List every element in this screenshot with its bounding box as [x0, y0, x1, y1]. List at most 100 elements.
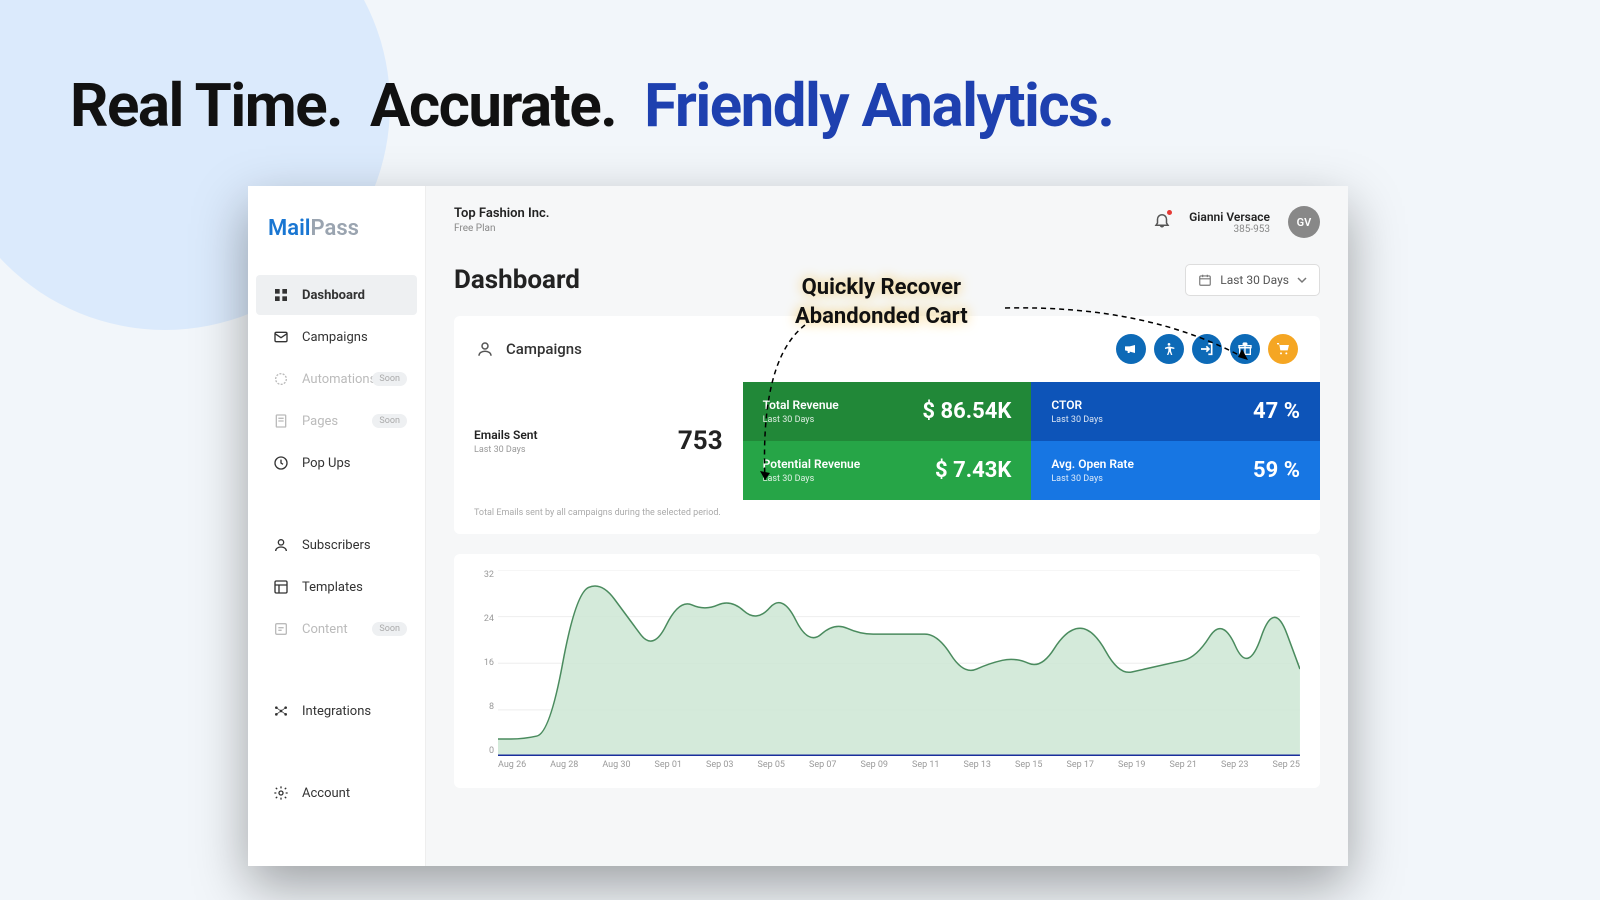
x-tick: Sep 23	[1221, 760, 1249, 780]
user-avatar[interactable]: GV	[1288, 206, 1320, 238]
x-tick: Aug 26	[498, 760, 526, 780]
metric-sub: Last 30 Days	[1051, 415, 1103, 425]
metric-sub: Last 30 Days	[763, 415, 839, 425]
action-cart-button[interactable]	[1268, 334, 1298, 364]
nav-label: Campaigns	[302, 330, 368, 345]
metric-sub: Last 30 Days	[1051, 474, 1134, 484]
hub-icon	[272, 702, 290, 720]
metric-ctor: CTOR Last 30 Days 47 %	[1031, 382, 1320, 441]
page-icon	[272, 412, 290, 430]
x-tick: Sep 25	[1272, 760, 1300, 780]
x-tick: Sep 09	[860, 760, 888, 780]
sidebar-item-subscribers[interactable]: Subscribers	[256, 525, 417, 565]
metric-value: 47 %	[1253, 399, 1300, 424]
soon-badge: Soon	[372, 414, 407, 428]
metric-total-revenue: Total Revenue Last 30 Days $ 86.54K	[743, 382, 1032, 441]
content-icon	[272, 620, 290, 638]
metric-label: Avg. Open Rate	[1051, 457, 1134, 471]
x-tick: Sep 07	[809, 760, 837, 780]
sidebar-item-account[interactable]: Account	[256, 773, 417, 813]
action-exit-button[interactable]	[1192, 334, 1222, 364]
nav-label: Pages	[302, 414, 338, 429]
company-name: Top Fashion Inc.	[454, 206, 549, 221]
chart-card: 32241680 Aug 26Aug 28Aug 30Sep 01Sep 03S…	[454, 554, 1320, 788]
x-tick: Sep 13	[963, 760, 991, 780]
person-icon	[272, 536, 290, 554]
notifications-button[interactable]	[1153, 211, 1171, 233]
clock-icon	[272, 454, 290, 472]
x-tick: Aug 30	[602, 760, 630, 780]
date-range-picker[interactable]: Last 30 Days	[1185, 264, 1320, 296]
sidebar-item-dashboard[interactable]: Dashboard	[256, 275, 417, 315]
plan-label: Free Plan	[454, 223, 549, 234]
user-text: Gianni Versace 385-953	[1189, 210, 1270, 235]
marketing-headline: Real Time. Accurate. Friendly Analytics.	[70, 70, 1550, 141]
nav-group-data: Subscribers Templates ContentSoon	[248, 523, 425, 651]
metrics-footnote: Total Emails sent by all campaigns durin…	[454, 500, 743, 534]
x-tick: Sep 17	[1066, 760, 1094, 780]
nav-label: Content	[302, 622, 348, 637]
sidebar-item-templates[interactable]: Templates	[256, 567, 417, 607]
user-id: 385-953	[1189, 224, 1270, 235]
logo-mail: Mail	[268, 216, 311, 241]
metric-potential-revenue: Potential Revenue Last 30 Days $ 7.43K	[743, 441, 1032, 500]
metric-value: $ 86.54K	[922, 399, 1011, 424]
metric-sub: Last 30 Days	[474, 445, 538, 455]
campaigns-title: Campaigns	[506, 340, 582, 358]
metric-label: CTOR	[1051, 398, 1103, 412]
headline-part2: Accurate.	[370, 70, 616, 141]
soon-badge: Soon	[372, 372, 407, 386]
metric-value: $ 7.43K	[935, 458, 1011, 483]
action-accessibility-button[interactable]	[1154, 334, 1184, 364]
sidebar-item-campaigns[interactable]: Campaigns	[256, 317, 417, 357]
campaigns-title-wrap: Campaigns	[476, 340, 582, 358]
nav-label: Automations	[302, 372, 376, 387]
nav-label: Account	[302, 786, 350, 801]
sidebar-item-content: ContentSoon	[256, 609, 417, 649]
nav-label: Pop Ups	[302, 456, 351, 471]
person-icon	[476, 340, 494, 358]
company-info: Top Fashion Inc. Free Plan	[454, 206, 549, 234]
auto-icon	[272, 370, 290, 388]
y-tick: 24	[474, 614, 494, 624]
x-tick: Aug 28	[550, 760, 578, 780]
nav-label: Templates	[302, 580, 363, 595]
callout-line1: Quickly Recover	[795, 274, 968, 303]
date-range-label: Last 30 Days	[1220, 273, 1289, 287]
sidebar-item-integrations[interactable]: Integrations	[256, 691, 417, 731]
metrics-row: Emails Sent Last 30 Days 753 Total Reven…	[454, 382, 1320, 534]
action-megaphone-button[interactable]	[1116, 334, 1146, 364]
user-area: Gianni Versace 385-953 GV	[1153, 206, 1320, 238]
nav-label: Dashboard	[302, 288, 365, 303]
metric-label: Total Revenue	[763, 398, 839, 412]
metric-emails-sent: Emails Sent Last 30 Days 753	[454, 382, 743, 500]
chart-area: 32241680 Aug 26Aug 28Aug 30Sep 01Sep 03S…	[474, 570, 1300, 780]
headline-part1: Real Time.	[70, 70, 342, 141]
x-tick: Sep 11	[912, 760, 940, 780]
logo-pass: Pass	[311, 216, 359, 241]
logo[interactable]: MailPass	[248, 204, 425, 263]
callout-text: Quickly Recover Abandonded Cart	[795, 274, 968, 331]
y-tick: 16	[474, 658, 494, 668]
y-tick: 8	[474, 702, 494, 712]
nav-group-main: DashboardCampaignsAutomationsSoonPagesSo…	[248, 273, 425, 485]
template-icon	[272, 578, 290, 596]
x-tick: Sep 05	[757, 760, 785, 780]
campaign-actions	[1116, 334, 1298, 364]
nav-group-account: Account	[248, 771, 425, 815]
y-tick: 32	[474, 570, 494, 580]
nav-label: Subscribers	[302, 538, 371, 553]
x-tick: Sep 03	[706, 760, 734, 780]
sidebar-item-pages: Pages Soon	[256, 401, 417, 441]
metric-label: Emails Sent	[474, 428, 538, 442]
gear-icon	[272, 784, 290, 802]
topbar: Top Fashion Inc. Free Plan Gianni Versac…	[426, 186, 1348, 248]
headline-part3: Friendly Analytics.	[644, 70, 1113, 141]
metric-avg-open: Avg. Open Rate Last 30 Days 59 %	[1031, 441, 1320, 500]
sidebar-item-pop-ups[interactable]: Pop Ups	[256, 443, 417, 483]
campaigns-card: Campaigns Emails Sent Last 30 Days 753 T…	[454, 316, 1320, 534]
x-tick: Sep 15	[1015, 760, 1043, 780]
action-gift-button[interactable]	[1230, 334, 1260, 364]
metric-label: Potential Revenue	[763, 457, 861, 471]
grid-icon	[272, 286, 290, 304]
